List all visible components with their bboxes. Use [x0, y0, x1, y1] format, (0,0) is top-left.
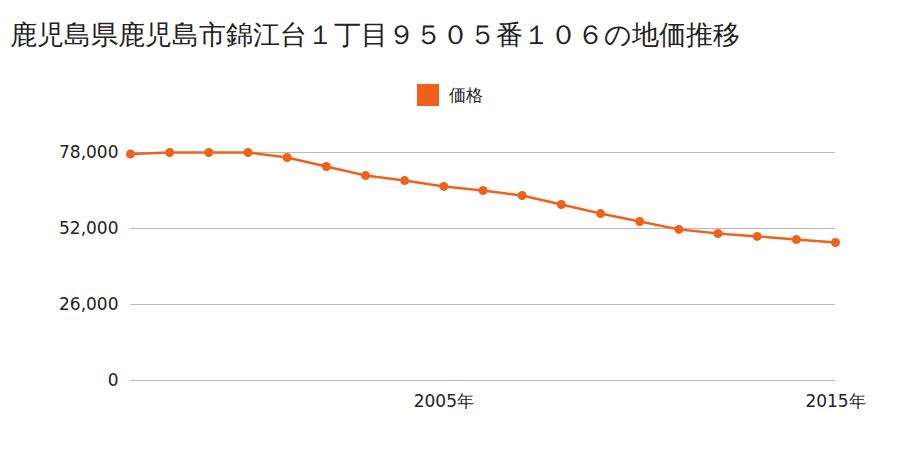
svg-text:52,000: 52,000: [59, 218, 118, 238]
svg-text:78,000: 78,000: [59, 142, 118, 162]
html-text:価格: 価格: [449, 84, 483, 105]
svg-text:0: 0: [108, 370, 119, 390]
svg-text:26,000: 26,000: [59, 294, 118, 314]
html-text:鹿児島県鹿児島市錦江台１丁目９５０５番１０６の地価推移: 鹿児島県鹿児島市錦江台１丁目９５０５番１０６の地価推移: [10, 19, 740, 50]
svg-text:2015年: 2015年: [805, 391, 865, 411]
svg-text:2005年: 2005年: [414, 391, 474, 411]
